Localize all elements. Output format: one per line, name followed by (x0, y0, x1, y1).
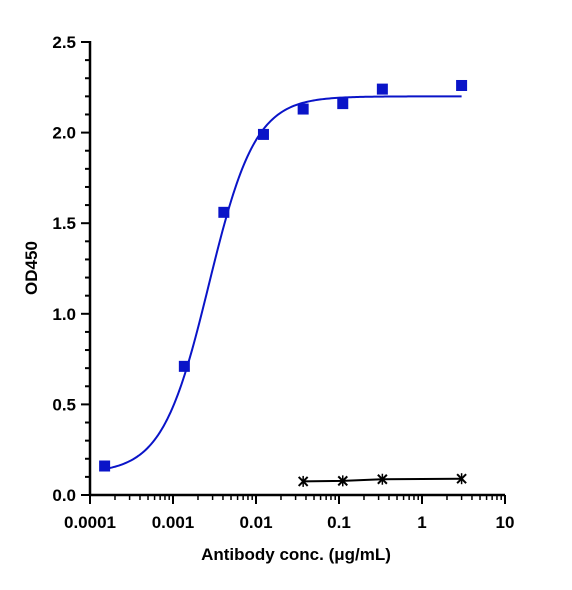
data-point-square (376, 83, 388, 95)
y-axis-title: OD450 (22, 241, 41, 295)
fit-curve-series-1 (104, 95, 462, 471)
line-series-2 (303, 477, 462, 483)
data-point-x (297, 475, 309, 487)
data-point-x (337, 475, 348, 487)
y-tick-label: 0.5 (52, 395, 76, 414)
data-point-square (178, 360, 190, 372)
x-tick-label: 10 (496, 513, 515, 532)
x-tick-label: 0.001 (152, 513, 195, 532)
fit-curves (104, 95, 462, 483)
data-point-square (337, 98, 349, 110)
data-point-x (377, 473, 388, 485)
data-point-square (218, 206, 230, 218)
data-point-square (456, 79, 468, 91)
data-point-x (456, 473, 467, 485)
data-point-square (257, 128, 269, 140)
data-point-square (99, 460, 111, 472)
x-tick-label: 0.1 (327, 513, 351, 532)
x-tick-label: 0.01 (239, 513, 272, 532)
y-tick-label: 1.0 (52, 305, 76, 324)
x-axis-title: Antibody conc. (μg/mL) (201, 545, 391, 564)
x-tick-label: 1 (417, 513, 426, 532)
y-tick-label: 1.5 (52, 214, 76, 233)
y-tick-label: 2.5 (52, 33, 76, 52)
data-point-square (297, 103, 309, 115)
x-tick-label: 0.0001 (64, 513, 116, 532)
y-tick-label: 0.0 (52, 486, 76, 505)
y-tick-label: 2.0 (52, 124, 76, 143)
data-points (99, 79, 468, 487)
axes: 0.0 0.5 1.0 1.5 2.0 2.5 0.0001 0.001 0.01 0.1 1 10 (52, 33, 514, 532)
